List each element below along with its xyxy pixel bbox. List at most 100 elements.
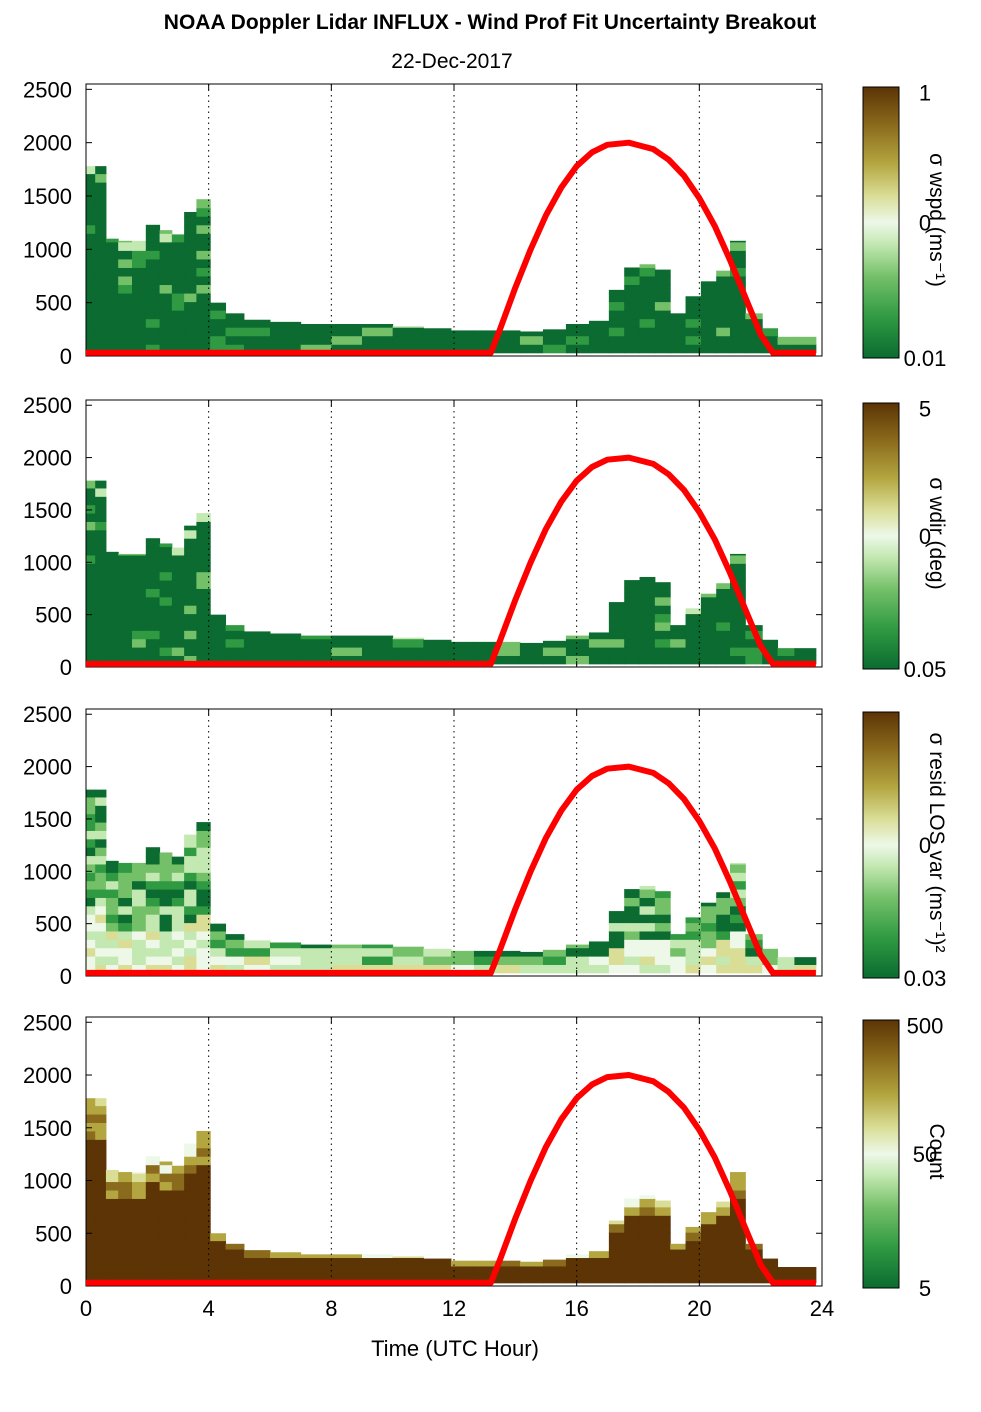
heatmap-cell [624, 956, 641, 965]
heatmap-cell [159, 284, 173, 294]
heatmap-cell [145, 889, 161, 898]
heatmap-cell [423, 964, 452, 974]
heatmap-cell [171, 547, 185, 556]
heatmap-cell [184, 344, 197, 354]
heatmap-cell [392, 1265, 424, 1275]
heatmap-cell [118, 655, 133, 665]
heatmap-cell [159, 1265, 173, 1275]
heatmap-cell [118, 258, 133, 268]
heatmap-cell [159, 621, 173, 631]
heatmap-cell [171, 621, 185, 631]
heatmap-cell [700, 902, 717, 907]
heatmap-cell [132, 293, 147, 303]
x-tick-label: 4 [203, 1296, 215, 1321]
heatmap-cell [794, 655, 817, 665]
heatmap-cell [730, 241, 746, 251]
heatmap-cell [118, 947, 133, 957]
heatmap-cell [588, 1274, 610, 1284]
heatmap-cell [639, 284, 656, 294]
heatmap-cell [159, 947, 173, 957]
heatmap-cell [639, 335, 656, 345]
heatmap-cell [132, 1265, 147, 1275]
heatmap-cell [794, 648, 817, 656]
heatmap-cell [105, 588, 119, 598]
heatmap-cell [196, 647, 211, 656]
heatmap-cell [588, 327, 610, 337]
heatmap-cell [670, 655, 687, 665]
heatmap-cell [588, 947, 610, 957]
heatmap-cell [132, 905, 147, 915]
heatmap-cell [196, 1190, 211, 1199]
heatmap-cell [588, 344, 610, 354]
heatmap-cell [145, 1164, 161, 1174]
heatmap-cell [624, 914, 641, 924]
panel-1: 0 500 1000 1500 2000 2500 1 0 0.01 σ wspd (ms⁻¹) [23, 77, 948, 371]
colorbar: 1 0 0.01 σ wspd (ms⁻¹) [862, 80, 948, 371]
heatmap-cell [184, 571, 197, 581]
heatmap-cell [331, 638, 363, 648]
heatmap-cell [95, 250, 107, 260]
heatmap-cell [730, 318, 746, 328]
heatmap-cell [184, 301, 197, 311]
heatmap-cell [171, 276, 185, 286]
colorbar-tick-label: 0.05 [904, 657, 947, 682]
heatmap-cell [159, 327, 173, 337]
heatmap-cell [159, 613, 173, 623]
heatmap-cell [95, 847, 107, 857]
heatmap-cell [171, 863, 185, 873]
heatmap-cell [86, 1173, 96, 1183]
heatmap-cell [196, 1164, 211, 1174]
heatmap-cell [300, 324, 332, 328]
heatmap-cell [95, 173, 107, 183]
heatmap-cell [762, 1265, 779, 1275]
heatmap-cell [730, 1249, 746, 1259]
heatmap-cell [132, 605, 147, 615]
heatmap-cell [86, 964, 96, 974]
heatmap-cell [132, 267, 147, 277]
heatmap-cell [86, 1206, 96, 1216]
heatmap-cell [542, 949, 567, 957]
heatmap-cell [171, 1206, 185, 1216]
heatmap-cell [184, 1181, 197, 1191]
x-tick-label: 12 [442, 1296, 466, 1321]
heatmap-cell [624, 922, 641, 932]
heatmap-cell [118, 630, 133, 640]
heatmap-cell [95, 1274, 107, 1284]
heatmap-cell [608, 1240, 625, 1250]
heatmap-cell [118, 1173, 133, 1183]
heatmap-cell [145, 1274, 161, 1284]
heatmap-cell [159, 344, 173, 354]
heatmap-cell [730, 605, 746, 615]
heatmap-cell [196, 863, 211, 873]
heatmap-cell [670, 318, 687, 328]
heatmap-cell [716, 335, 731, 345]
colorbar-tick-label: 5 [919, 1276, 931, 1301]
heatmap-cell [86, 310, 96, 320]
heatmap-cell [624, 293, 641, 303]
heatmap-cell [331, 335, 363, 345]
heatmap-cell [270, 1274, 302, 1284]
heatmap-cell [105, 1232, 119, 1242]
heatmap-cell [730, 964, 746, 974]
heatmap-cell [86, 538, 96, 548]
heatmap-cell [105, 863, 119, 873]
heatmap-cell [362, 344, 394, 354]
heatmap-cell [685, 964, 702, 974]
heatmap-cell [95, 1232, 107, 1242]
heatmap-cell [196, 930, 211, 940]
heatmap-cell [132, 1223, 147, 1233]
heatmap-cell [171, 1265, 185, 1275]
heatmap-cell [730, 621, 746, 631]
heatmap-cell [95, 880, 107, 890]
heatmap-cell [210, 930, 227, 940]
heatmap-cell [86, 930, 96, 940]
heatmap-cell [730, 1172, 746, 1174]
heatmap-cell [654, 293, 671, 303]
x-tick-label: 0 [80, 1296, 92, 1321]
heatmap-cell [700, 630, 717, 640]
heatmap-cell [496, 1265, 521, 1275]
heatmap-cell [105, 1274, 119, 1284]
heatmap-cell [716, 301, 731, 311]
heatmap-cell [118, 250, 133, 260]
heatmap-cell [777, 344, 795, 354]
